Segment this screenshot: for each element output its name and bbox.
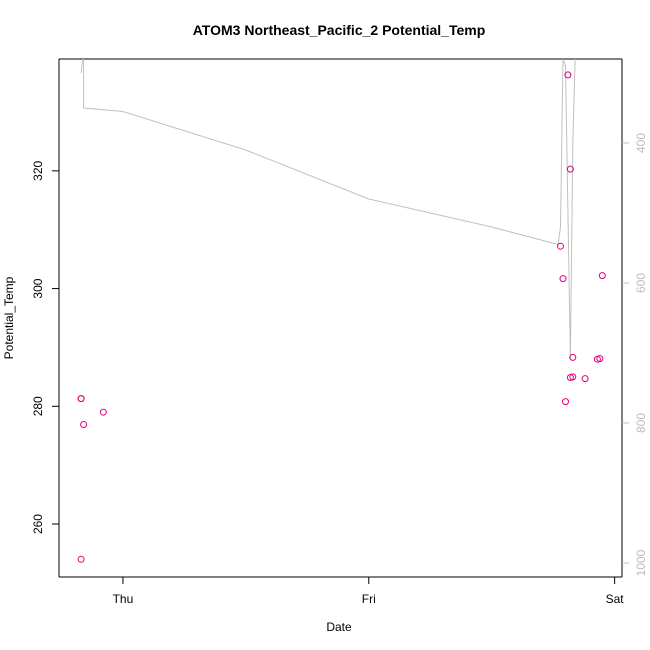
y2-tick-label: 600 bbox=[634, 273, 648, 293]
data-point bbox=[562, 398, 569, 406]
y2-tick-label: 800 bbox=[634, 413, 648, 433]
y2-tick-label: 400 bbox=[634, 133, 648, 153]
x-tick-label: Fri bbox=[362, 592, 376, 606]
data-point bbox=[80, 421, 88, 428]
series-line bbox=[80, 59, 576, 361]
data-point bbox=[564, 71, 572, 79]
x-tick-label: Thu bbox=[113, 592, 134, 606]
y-tick-label: 260 bbox=[31, 514, 45, 534]
y-axis: 260 280 300 320 bbox=[31, 161, 59, 534]
data-point bbox=[77, 555, 85, 563]
y-axis-label: Potential_Temp bbox=[2, 276, 16, 359]
series-points-group bbox=[77, 71, 606, 563]
x-tick-label: Sat bbox=[606, 592, 625, 606]
data-point bbox=[99, 408, 107, 416]
data-point bbox=[598, 272, 606, 280]
y2-axis: 400 600 800 1000 bbox=[622, 133, 648, 576]
data-point bbox=[566, 165, 574, 173]
x-axis: Thu Fri Sat bbox=[113, 577, 625, 606]
data-point bbox=[569, 353, 577, 361]
chart-title: ATOM3 Northeast_Pacific_2 Potential_Temp bbox=[193, 22, 486, 38]
plot-area bbox=[58, 58, 623, 578]
y-tick-label: 280 bbox=[31, 396, 45, 416]
data-point bbox=[596, 355, 604, 363]
y2-tick-label: 1000 bbox=[634, 549, 648, 576]
data-point bbox=[581, 375, 589, 383]
data-point bbox=[557, 242, 564, 250]
data-point bbox=[559, 275, 567, 283]
data-point bbox=[77, 395, 85, 403]
data-point bbox=[569, 373, 577, 381]
y-tick-label: 320 bbox=[31, 161, 45, 181]
x-axis-label: Date bbox=[326, 620, 352, 634]
series-line-group bbox=[80, 59, 576, 361]
y-tick-label: 300 bbox=[31, 278, 45, 298]
